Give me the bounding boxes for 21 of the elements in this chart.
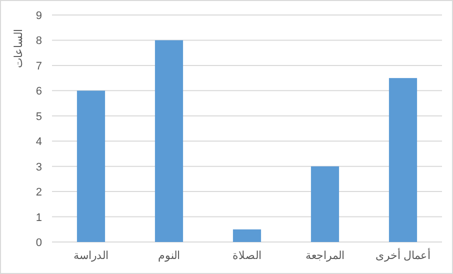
y-tick-label: 7: [36, 60, 42, 72]
x-tick-label: النوم: [158, 250, 180, 262]
x-tick-label: الصلاة: [232, 250, 262, 262]
y-tick-label: 3: [36, 161, 42, 174]
bar: [76, 90, 106, 242]
y-tick-label: 9: [36, 10, 42, 22]
y-tick-label: 5: [36, 110, 42, 123]
y-tick-label: 2: [36, 186, 42, 199]
y-tick-label: 4: [36, 136, 42, 148]
y-tick-label: 6: [36, 86, 42, 98]
bar: [154, 40, 184, 242]
bar: [310, 166, 340, 242]
y-axis-title: الساعات: [13, 29, 25, 68]
y-tick-label: 1: [36, 212, 42, 224]
x-tick-label: أعمال أخرى: [375, 248, 431, 262]
x-tick-label: الدراسة: [74, 250, 108, 262]
bar: [232, 229, 262, 242]
y-tick-label: 0: [36, 237, 42, 249]
bar: [388, 78, 418, 242]
y-tick-label: 8: [36, 35, 42, 48]
x-tick-label: المراجعة: [306, 250, 344, 262]
